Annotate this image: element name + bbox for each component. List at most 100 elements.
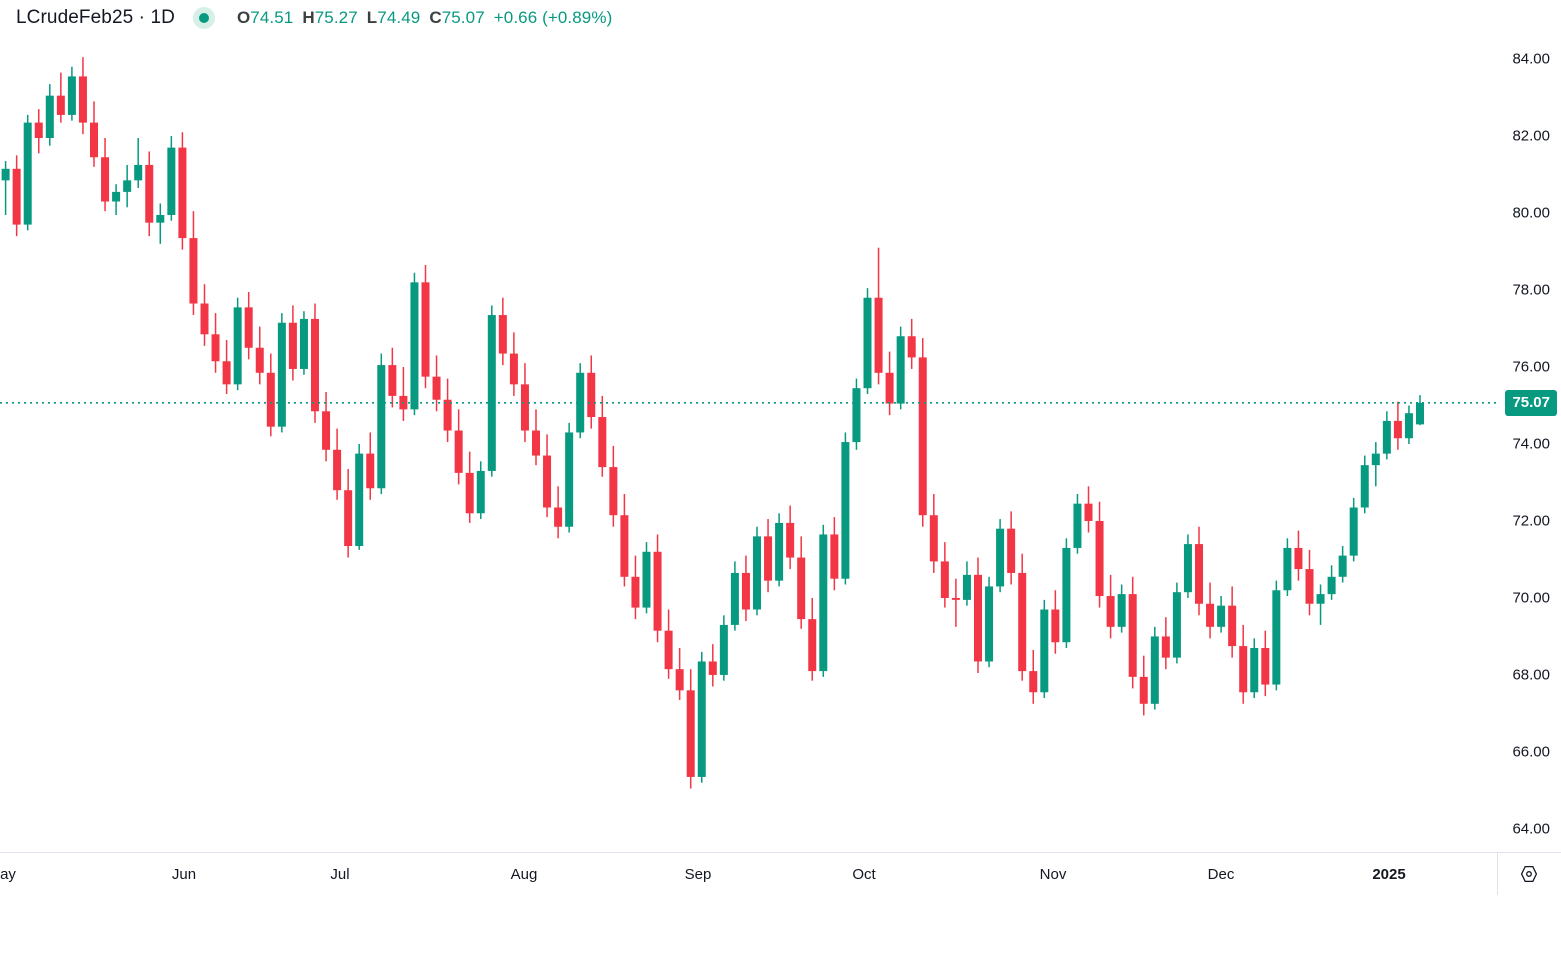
- time-tick: 2025: [1372, 866, 1406, 883]
- candle-body: [609, 467, 618, 516]
- candle-body: [112, 191, 121, 202]
- candle-body: [233, 307, 242, 385]
- candle-body: [1305, 569, 1314, 604]
- candle-body: [311, 318, 319, 412]
- candle-body: [741, 572, 750, 610]
- candle-body: [465, 472, 474, 514]
- price-tick: 80.00: [1512, 204, 1550, 222]
- candle-body: [940, 561, 949, 598]
- symbol-title[interactable]: LCrudeFeb25 · 1D: [16, 7, 175, 28]
- candle-body: [852, 388, 861, 443]
- ohlc-close-label: C: [429, 8, 442, 27]
- time-axis[interactable]: ay Jun Jul Aug Sep Oct Nov Dec 2025: [0, 852, 1561, 895]
- candle-body: [1007, 528, 1016, 573]
- candle-body: [1172, 592, 1181, 658]
- candle-body: [1161, 636, 1170, 658]
- candle-body: [322, 411, 331, 450]
- ohlc-low-label: L: [366, 8, 378, 27]
- candle-body: [841, 442, 850, 579]
- candle-body: [1217, 605, 1226, 627]
- chart-legend: LCrudeFeb25 · 1D O74.51 H75.27 L74.49 C75.0…: [0, 0, 612, 36]
- candle-body: [1062, 547, 1071, 643]
- candle-body: [56, 95, 65, 115]
- candle-body: [366, 453, 375, 489]
- candle-body: [443, 399, 452, 431]
- candle-body: [12, 168, 21, 225]
- candle-body: [45, 95, 54, 138]
- candle-body: [145, 164, 154, 223]
- candle-body: [642, 551, 651, 608]
- price-tick: 66.00: [1512, 743, 1550, 761]
- candle-body: [432, 376, 441, 400]
- time-tick: Sep: [684, 866, 712, 883]
- candle-body: [1272, 590, 1281, 685]
- market-open-dot-icon[interactable]: [192, 7, 215, 29]
- candle-body: [775, 522, 784, 581]
- candle-body: [808, 619, 817, 672]
- candle-body: [1294, 547, 1303, 570]
- candle-body: [598, 417, 607, 468]
- ohlc-values: O74.51 H75.27 L74.49 C75.07 +0.66 (+0.89%): [237, 8, 612, 28]
- candle-body: [1206, 603, 1215, 627]
- candle-body: [156, 214, 165, 223]
- ohlc-high-label: H: [302, 8, 315, 27]
- candle-body: [1018, 572, 1027, 672]
- price-tick: 84.00: [1512, 50, 1550, 68]
- candle-body: [797, 557, 806, 620]
- price-tick: 82.00: [1512, 127, 1550, 145]
- candle-body: [1150, 636, 1159, 704]
- price-tick: 68.00: [1512, 666, 1550, 684]
- candle-body: [1349, 507, 1358, 556]
- candle-body: [1327, 576, 1336, 595]
- candle-body: [730, 572, 739, 625]
- current-price-badge: 75.07: [1505, 389, 1557, 416]
- candle-body: [874, 297, 883, 373]
- scale-settings-icon[interactable]: [1512, 861, 1546, 887]
- candle-body: [299, 318, 308, 369]
- candle-body: [764, 536, 773, 581]
- candle-body: [664, 630, 673, 670]
- candle-body: [1239, 646, 1248, 693]
- candle-body: [487, 315, 496, 471]
- candle-body: [1416, 402, 1424, 425]
- time-tick: ay: [0, 866, 16, 883]
- chart-plot-area[interactable]: [0, 36, 1497, 852]
- candle-body: [719, 624, 728, 675]
- price-axis[interactable]: 84.00 82.00 80.00 78.00 76.00 74.00 72.00 70.00…: [1497, 36, 1561, 852]
- candle-body: [167, 147, 176, 215]
- candle-body: [951, 597, 960, 600]
- ohlc-high-value: 75.27: [314, 8, 358, 27]
- candle-body: [1195, 544, 1203, 604]
- candle-body: [454, 430, 463, 473]
- candle-body: [1095, 520, 1104, 597]
- candle-body: [520, 384, 529, 431]
- candle-body: [929, 515, 938, 562]
- candle-body: [509, 353, 518, 385]
- candle-body: [1128, 594, 1137, 677]
- candle-body: [753, 536, 761, 610]
- candle-body: [620, 515, 629, 577]
- candle-wick: [137, 138, 139, 189]
- candle-body: [1029, 671, 1038, 693]
- candle-body: [1371, 453, 1380, 466]
- candle-body: [675, 669, 684, 691]
- candle-body: [333, 449, 342, 491]
- time-tick: Jun: [171, 866, 197, 883]
- candle-body: [355, 453, 364, 546]
- candle-body: [1051, 609, 1060, 643]
- candle-body: [907, 336, 916, 358]
- candle-body: [587, 372, 596, 418]
- time-tick: Aug: [510, 866, 538, 883]
- ohlc-close-value: 75.07: [441, 8, 485, 27]
- candle-body: [377, 365, 386, 489]
- ohlc-open-value: 74.51: [250, 8, 294, 27]
- ohlc-change: +0.66 (+0.89%): [493, 8, 613, 27]
- candle-wick: [159, 203, 162, 244]
- ohlc-low-value: 74.49: [377, 8, 421, 27]
- candle-body: [1183, 544, 1192, 593]
- candle-body: [255, 347, 264, 373]
- candle-body: [554, 507, 563, 527]
- candlestick-series: [0, 57, 1497, 789]
- candle-body: [211, 334, 220, 362]
- price-tick: 72.00: [1512, 512, 1550, 530]
